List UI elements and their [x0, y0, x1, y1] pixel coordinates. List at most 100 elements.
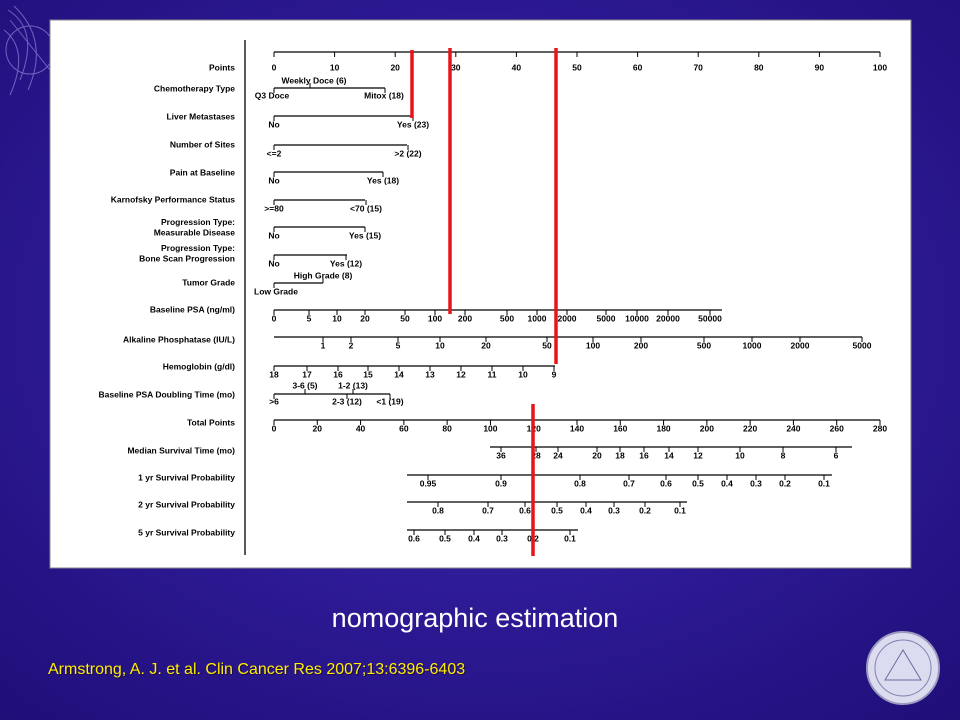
tick-label: 2-3 (12): [332, 396, 362, 406]
tick-label: 10: [518, 369, 528, 379]
tick-label: 16: [333, 369, 343, 379]
emblem: [866, 631, 940, 705]
tick-label: No: [268, 258, 279, 268]
row-label: 2 yr Survival Probability: [138, 499, 235, 509]
tick-label: 20000: [656, 313, 680, 323]
tick-label: 2000: [791, 340, 810, 350]
tick-label: 0: [272, 313, 277, 323]
tick-label: 90: [815, 62, 825, 72]
row-label: Tumor Grade: [182, 277, 235, 287]
tick-label: 0.1: [818, 478, 830, 488]
tick-label: 24: [553, 450, 563, 460]
row-label: Progression Type:: [161, 217, 235, 227]
tick-label: 0.5: [439, 533, 451, 543]
tick-label: 200: [458, 313, 472, 323]
row-label: Points: [209, 62, 235, 72]
tick-label: 200: [700, 423, 714, 433]
tick-label: 200: [634, 340, 648, 350]
tick-label: <1 (19): [376, 396, 403, 406]
tick-label: 240: [786, 423, 800, 433]
tick-label: 13: [425, 369, 435, 379]
tick-label: 10: [735, 450, 745, 460]
tick-label: 100: [586, 340, 600, 350]
tick-label: >=80: [264, 203, 284, 213]
tick-label: 6: [834, 450, 839, 460]
tick-label: 20: [360, 313, 370, 323]
row-label: 1 yr Survival Probability: [138, 472, 235, 482]
tick-label: 50: [400, 313, 410, 323]
row-label: Karnofsky Performance Status: [111, 194, 236, 204]
tick-label: 5: [307, 313, 312, 323]
tick-label: 0.8: [432, 505, 444, 515]
tick-label: 0.7: [623, 478, 635, 488]
tick-label: 0.5: [551, 505, 563, 515]
citation: Armstrong, A. J. et al. Clin Cancer Res …: [48, 661, 465, 678]
tick-label: 0.4: [468, 533, 480, 543]
tick-label: 0.2: [779, 478, 791, 488]
nomogram-panel: [49, 19, 912, 569]
tick-label: 100: [428, 313, 442, 323]
tick-label: 5: [396, 340, 401, 350]
tick-label: No: [268, 230, 279, 240]
tick-label: 500: [697, 340, 711, 350]
citation-shadow: Armstrong, A. J. et al. Clin Cancer Res …: [49, 662, 466, 679]
tick-label: <70 (15): [350, 203, 382, 213]
tick-label: 20: [481, 340, 491, 350]
tick-label: Yes (23): [397, 119, 429, 129]
tick-label: 0.6: [408, 533, 420, 543]
tick-label: 20: [313, 423, 323, 433]
tick-label: 10: [332, 313, 342, 323]
tick-label: No: [268, 119, 279, 129]
tick-label: 0.3: [750, 478, 762, 488]
tick-label: 3-6 (5): [292, 380, 317, 390]
tick-label: 10000: [625, 313, 649, 323]
tick-label: 10: [330, 62, 340, 72]
row-label: Bone Scan Progression: [139, 254, 235, 264]
tick-label: 0.3: [608, 505, 620, 515]
tick-label: 2000: [558, 313, 577, 323]
tick-label: Weekly Doce (6): [281, 75, 346, 85]
tick-label: 2: [349, 340, 354, 350]
tick-label: Q3 Doce: [255, 90, 290, 100]
row-label: Hemoglobin (g/dl): [163, 361, 235, 371]
tick-label: 0.1: [674, 505, 686, 515]
row-label: Measurable Disease: [154, 228, 236, 238]
reading-lines: [410, 48, 558, 556]
tick-label: 0.9: [495, 478, 507, 488]
tick-label: 14: [394, 369, 404, 379]
tick-label: 1-2 (13): [338, 380, 368, 390]
tick-label: 11: [488, 369, 497, 379]
tick-label: 10: [435, 340, 445, 350]
nomogram: Points 0 10 20 30 40 50 60 70 80 90 100Chemotherapy…: [99, 51, 887, 543]
row-label: Pain at Baseline: [170, 167, 235, 177]
tick-label: Yes (18): [367, 175, 399, 185]
tick-label: 80: [442, 423, 452, 433]
tick-label: 260: [830, 423, 844, 433]
tick-label: <=2: [267, 148, 282, 158]
tick-label: 500: [500, 313, 514, 323]
tick-label: 0.4: [580, 505, 592, 515]
tick-label: 40: [356, 423, 366, 433]
tick-label: 1000: [743, 340, 762, 350]
tick-label: 0.95: [420, 478, 437, 488]
tick-label: 50: [572, 62, 582, 72]
tick-label: 100: [873, 62, 887, 72]
row-label: Liver Metastases: [166, 111, 235, 121]
tick-label: 0: [272, 62, 277, 72]
tick-label: >2 (22): [394, 148, 421, 158]
tick-label: 40: [512, 62, 522, 72]
tick-label: High Grade (8): [294, 270, 353, 280]
tick-label: 20: [592, 450, 602, 460]
tick-label: >6: [269, 396, 279, 406]
tick-label: 100: [483, 423, 497, 433]
row-label: Number of Sites: [170, 139, 235, 149]
tick-label: 0: [272, 423, 277, 433]
tick-label: 0.6: [660, 478, 672, 488]
row-label: Chemotherapy Type: [154, 83, 235, 93]
tick-label: 160: [613, 423, 627, 433]
tick-label: 8: [781, 450, 786, 460]
row-label: Progression Type:: [161, 243, 235, 253]
tick-label: 14: [664, 450, 674, 460]
tick-label: 36: [496, 450, 506, 460]
